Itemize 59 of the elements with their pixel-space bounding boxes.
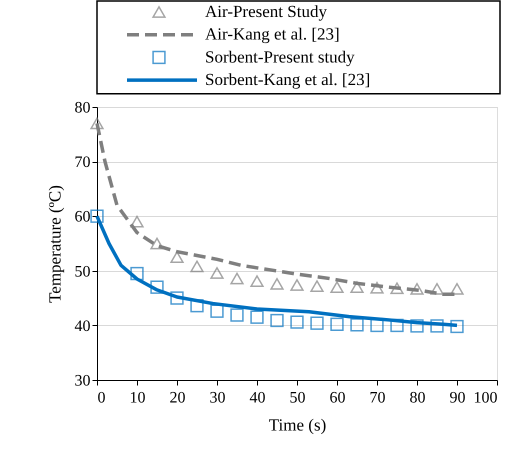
point: [150, 238, 164, 250]
point: [430, 282, 444, 295]
y-tick-label: 80: [74, 100, 90, 116]
point: [250, 310, 264, 324]
x-tick-label: 80: [410, 390, 426, 406]
point: [390, 318, 404, 332]
point: [290, 279, 304, 291]
point: [290, 315, 304, 329]
point: [250, 275, 264, 288]
x-tick-label: 50: [290, 390, 306, 406]
point: [190, 299, 204, 312]
x-tick-label: 40: [250, 390, 266, 406]
point: [450, 282, 464, 295]
y-tick-label: 30: [74, 372, 90, 390]
x-tick-label: 20: [170, 390, 186, 406]
point: [90, 210, 104, 223]
point: [450, 320, 464, 334]
y-tick-label: 40: [74, 318, 90, 335]
point: [270, 314, 284, 328]
point: [130, 266, 144, 280]
legend-label: Air-Kang et al. [23]: [205, 24, 340, 44]
y-tick-label: 70: [74, 154, 90, 172]
point: [150, 280, 164, 294]
x-tick-label: 60: [330, 390, 346, 406]
point: [410, 282, 424, 295]
point: [350, 318, 364, 332]
point: [230, 308, 244, 322]
legend-label: Air-Present Study: [205, 2, 328, 21]
point: [170, 291, 184, 305]
y-tick-label: 50: [74, 263, 90, 280]
point: [370, 282, 384, 294]
y-tick-label: 60: [74, 208, 90, 226]
point: [330, 281, 344, 294]
point: [410, 319, 424, 333]
x-tick-label: 30: [210, 390, 226, 406]
x-tick-label: 10: [130, 390, 146, 406]
point: [230, 272, 244, 284]
point: [270, 278, 284, 290]
point: [310, 280, 324, 292]
x-tick-label: 0: [98, 390, 106, 406]
y-axis-title: Temperature (ºC): [46, 185, 64, 303]
x-tick-label: 90: [450, 390, 466, 406]
point: [170, 251, 184, 264]
point: [350, 281, 364, 294]
x-tick-label: 100: [474, 390, 498, 406]
x-axis-title: Time (s): [268, 416, 326, 434]
point: [330, 318, 344, 331]
point: [430, 319, 444, 333]
point: [210, 267, 224, 279]
legend-label: Sorbent-Present study: [205, 47, 356, 66]
point: [130, 216, 144, 228]
point: [90, 118, 104, 130]
point: [210, 304, 224, 318]
point: [390, 282, 404, 294]
point: [190, 260, 204, 272]
point: [370, 318, 384, 332]
x-tick-label: 70: [370, 390, 386, 406]
legend-label: Sorbent-Kang et al. [23]: [205, 70, 370, 90]
point: [310, 316, 324, 330]
